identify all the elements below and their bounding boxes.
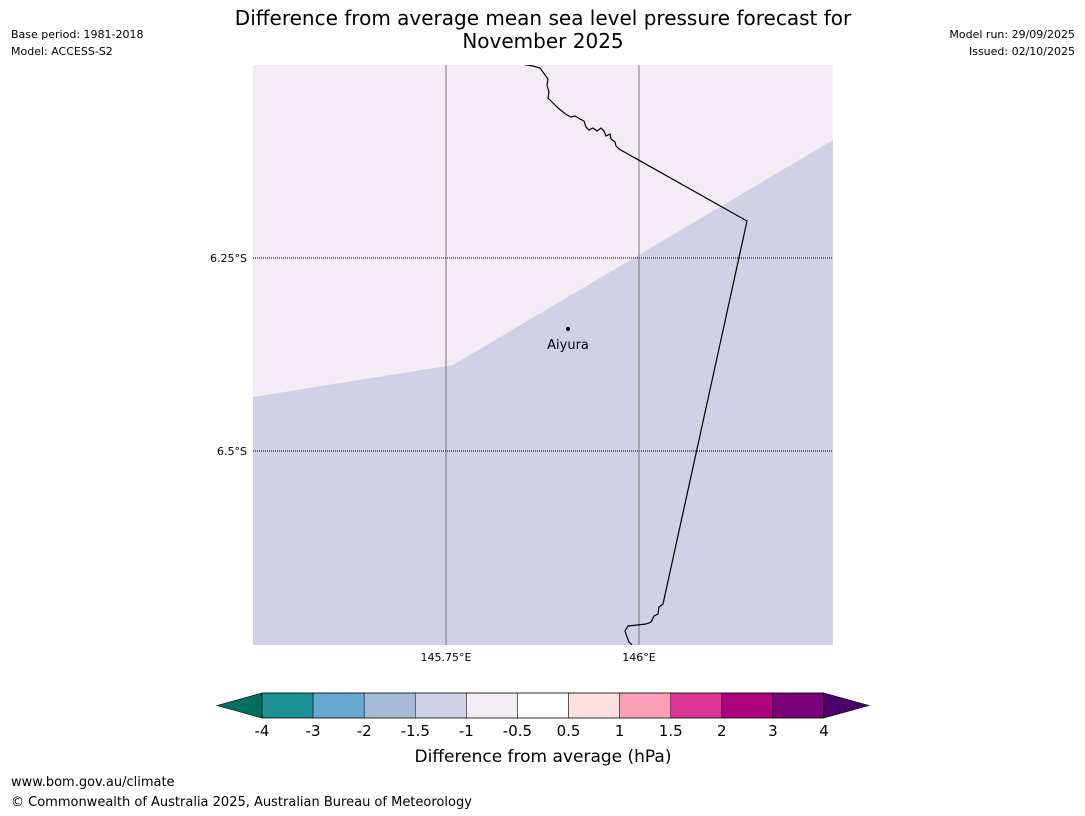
colorbar-outline (261, 692, 825, 719)
colorbar-ticks: -4 -3 -2 -1.5 -1 -0.5 0.5 1 1.5 2 3 4 (255, 722, 829, 740)
colorbar-box-0 (261, 692, 314, 719)
base-period-text: Base period: 1981-2018 (11, 28, 144, 41)
metadata-left: Base period: 1981-2018 Model: ACCESS-S2 (11, 26, 143, 60)
colorbar-box-1 (312, 692, 365, 719)
lon-label-145-75e: 145.75°E (421, 651, 472, 664)
map-title-line1: Difference from average mean sea level p… (234, 6, 852, 30)
colorbar-box-9 (721, 692, 774, 719)
colorbar-under-arrow (215, 692, 263, 719)
colorbar-tick-label: -3 (306, 722, 321, 740)
aiyura-marker (566, 327, 570, 331)
colorbar-box-10 (772, 692, 825, 719)
region-minus-1 (253, 140, 833, 645)
map-title: Difference from average mean sea level p… (193, 7, 893, 53)
colorbar-tick-label: -1.5 (401, 722, 430, 740)
model-text: Model: ACCESS-S2 (11, 45, 113, 58)
colorbar-tick-label: 0.5 (557, 722, 581, 740)
footer-copyright: © Commonwealth of Australia 2025, Austra… (11, 795, 472, 810)
colorbar-tick-label: -4 (255, 722, 270, 740)
colorbar-box-5 (517, 692, 569, 719)
map-panel (253, 65, 833, 645)
colorbar-box-8 (670, 692, 723, 719)
colorbar-over-arrow (823, 692, 871, 719)
footer-url: www.bom.gov.au/climate (11, 775, 175, 790)
colorbar-tick-label: 3 (768, 722, 778, 740)
map-title-line2: November 2025 (462, 29, 624, 53)
colorbar-tick-label: 1.5 (659, 722, 683, 740)
colorbar-tick-label: 2 (717, 722, 727, 740)
lat-label-6-5s: 6.5°S (217, 445, 247, 458)
colorbar-box-2 (363, 692, 416, 719)
colorbar-tick-label: -2 (357, 722, 372, 740)
colorbar-box-4 (466, 692, 518, 719)
issued-text: Issued: 02/10/2025 (968, 45, 1075, 58)
colorbar: -4 -3 -2 -1.5 -1 -0.5 0.5 1 1.5 2 3 4 Difference fr… (215, 692, 871, 767)
lon-label-146e: 146°E (622, 651, 655, 664)
colorbar-tick-label: -0.5 (503, 722, 532, 740)
colorbar-tick-label: 1 (615, 722, 625, 740)
colorbar-box-7 (619, 692, 671, 719)
lat-label-6-25s: 6.25°S (210, 252, 247, 265)
province-border (523, 65, 748, 645)
colorbar-boxes (261, 692, 825, 719)
colorbar-box-6 (568, 692, 620, 719)
metadata-right: Model run: 29/09/2025 Issued: 02/10/2025 (949, 26, 1075, 60)
aiyura-label: Aiyura (547, 338, 589, 353)
colorbar-tick-label: 4 (819, 722, 829, 740)
colorbar-label: Difference from average (hPa) (415, 747, 672, 767)
colorbar-tick-label: -1 (459, 722, 474, 740)
colorbar-box-3 (415, 692, 467, 719)
model-run-text: Model run: 29/09/2025 (949, 28, 1075, 41)
